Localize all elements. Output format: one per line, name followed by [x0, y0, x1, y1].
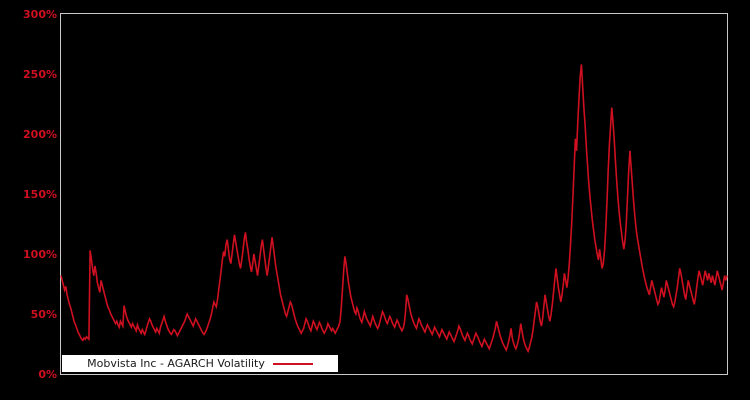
plot-frame [60, 13, 728, 375]
y-tick-50: 50% [30, 308, 57, 321]
y-axis: 300% 250% 200% 150% 100% 50% 0% [0, 0, 57, 400]
y-tick-100: 100% [23, 248, 57, 261]
y-tick-300: 300% [23, 8, 57, 21]
y-tick-150: 150% [23, 188, 57, 201]
y-tick-250: 250% [23, 68, 57, 81]
y-tick-200: 200% [23, 128, 57, 141]
chart-legend: Mobvista Inc - AGARCH Volatility [62, 355, 338, 372]
legend-line-swatch [272, 362, 313, 365]
y-tick-0: 0% [38, 368, 57, 381]
legend-label: Mobvista Inc - AGARCH Volatility [87, 356, 265, 370]
series-line-agarch-volatility [60, 64, 728, 354]
